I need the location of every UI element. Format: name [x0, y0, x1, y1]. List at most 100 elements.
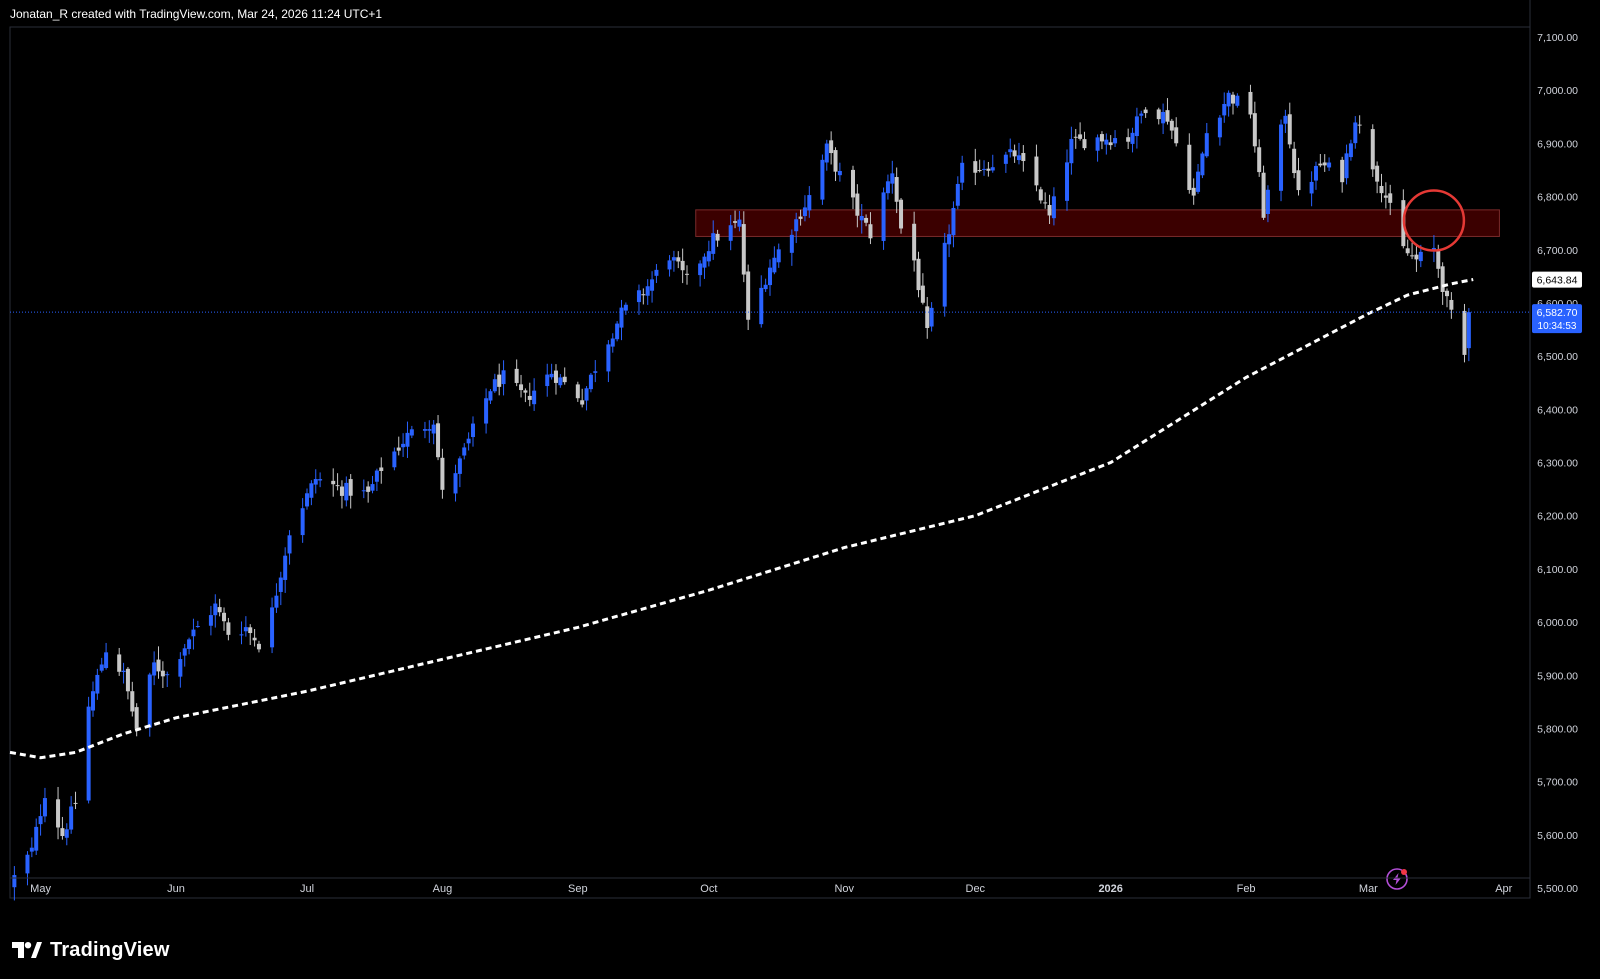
candle-body [86, 706, 91, 801]
y-tick-label: 5,500.00 [1537, 883, 1578, 895]
candle-body [1370, 129, 1375, 170]
candle-body [798, 216, 803, 219]
candle-body [274, 595, 279, 608]
y-tick-label: 7,100.00 [1537, 32, 1578, 44]
candle-body [702, 256, 707, 268]
candle-body [615, 323, 620, 340]
candle-body [519, 384, 524, 391]
x-tick-label: Nov [834, 883, 854, 895]
y-tick-label: 6,000.00 [1537, 617, 1578, 629]
candle-body [1034, 156, 1039, 186]
candle-body [1187, 144, 1192, 190]
candle-body [1108, 142, 1113, 146]
candle-body [881, 192, 886, 241]
candle-body [1357, 124, 1362, 126]
candle-body [1043, 202, 1048, 204]
candle-body [470, 423, 475, 438]
candle-body [575, 384, 580, 399]
candle-body [361, 490, 366, 492]
candle-body [1095, 137, 1100, 151]
candle-body [374, 470, 379, 482]
candle-body [1134, 116, 1139, 137]
candle-body [986, 168, 991, 171]
candle-body [1069, 138, 1074, 164]
candle-body [331, 480, 336, 485]
candle-body [733, 221, 738, 223]
tradingview-brand[interactable]: TradingView [12, 937, 170, 963]
candle-body [1405, 248, 1410, 254]
candle-body [1099, 134, 1104, 142]
candle-body [501, 370, 506, 385]
candle-body [1051, 196, 1056, 219]
candle-body [1065, 162, 1070, 201]
candle-body [1047, 204, 1052, 216]
candle-body [191, 629, 196, 637]
candle-body [636, 290, 641, 303]
x-tick-label: Jun [167, 883, 185, 895]
candle-body [405, 432, 410, 447]
candle-body [885, 181, 890, 194]
candle-body [213, 603, 218, 616]
candle-body [715, 233, 720, 241]
candle-body [1012, 150, 1017, 157]
candle-body [457, 458, 462, 474]
candle-body [925, 306, 930, 329]
y-tick-label: 6,400.00 [1537, 404, 1578, 416]
candle-body [588, 374, 593, 390]
candle-body [1217, 117, 1222, 138]
candle-body [152, 662, 157, 676]
candle-body [243, 627, 248, 632]
candle-body [794, 219, 799, 232]
candle-body [1445, 290, 1450, 297]
y-tick-label: 6,100.00 [1537, 564, 1578, 576]
candle-body [610, 338, 615, 347]
candle-body [1113, 138, 1118, 144]
candle-body [1038, 189, 1043, 201]
candle-body [1296, 170, 1301, 191]
last-price-label: 6,582.70 [1537, 307, 1578, 319]
candle-body [95, 674, 100, 694]
candle-body [226, 622, 231, 635]
candle-body [1204, 133, 1209, 157]
candle-body [121, 670, 126, 672]
candle-body [1436, 250, 1441, 269]
candle-body [1309, 181, 1314, 194]
candle-body [532, 390, 537, 405]
candle-body [1143, 109, 1148, 114]
candle-body [1257, 147, 1262, 173]
candle-body [1226, 92, 1231, 107]
candle-body [134, 707, 139, 729]
candle-body [973, 161, 978, 173]
candle-body [671, 257, 676, 261]
candle-body [278, 577, 283, 592]
candle-body [553, 370, 558, 383]
x-tick-label: Feb [1237, 883, 1256, 895]
candle-body [99, 664, 104, 671]
candle-body [1466, 312, 1471, 349]
candle-body [1196, 171, 1201, 192]
candle-body [256, 643, 261, 650]
candle-body [820, 159, 825, 200]
candle-body [1292, 148, 1297, 174]
candle-body [1318, 163, 1323, 166]
resistance-zone [695, 209, 1500, 237]
candle-body [514, 368, 519, 383]
lightning-icon[interactable] [1386, 868, 1408, 890]
candle-body [776, 249, 781, 263]
candle-body [12, 875, 17, 888]
candle-body [431, 424, 436, 434]
candle-body [222, 612, 227, 622]
candle-body [606, 344, 611, 372]
candle-body [685, 273, 690, 275]
candle-body [1003, 154, 1008, 164]
candle-body [34, 826, 39, 851]
candle-body [484, 398, 489, 424]
ma-price-label: 6,643.84 [1537, 275, 1578, 287]
candle-body [859, 215, 864, 221]
candle-body [392, 451, 397, 468]
candle-body [1126, 137, 1131, 142]
candle-body [1248, 91, 1253, 115]
y-tick-label: 5,700.00 [1537, 777, 1578, 789]
